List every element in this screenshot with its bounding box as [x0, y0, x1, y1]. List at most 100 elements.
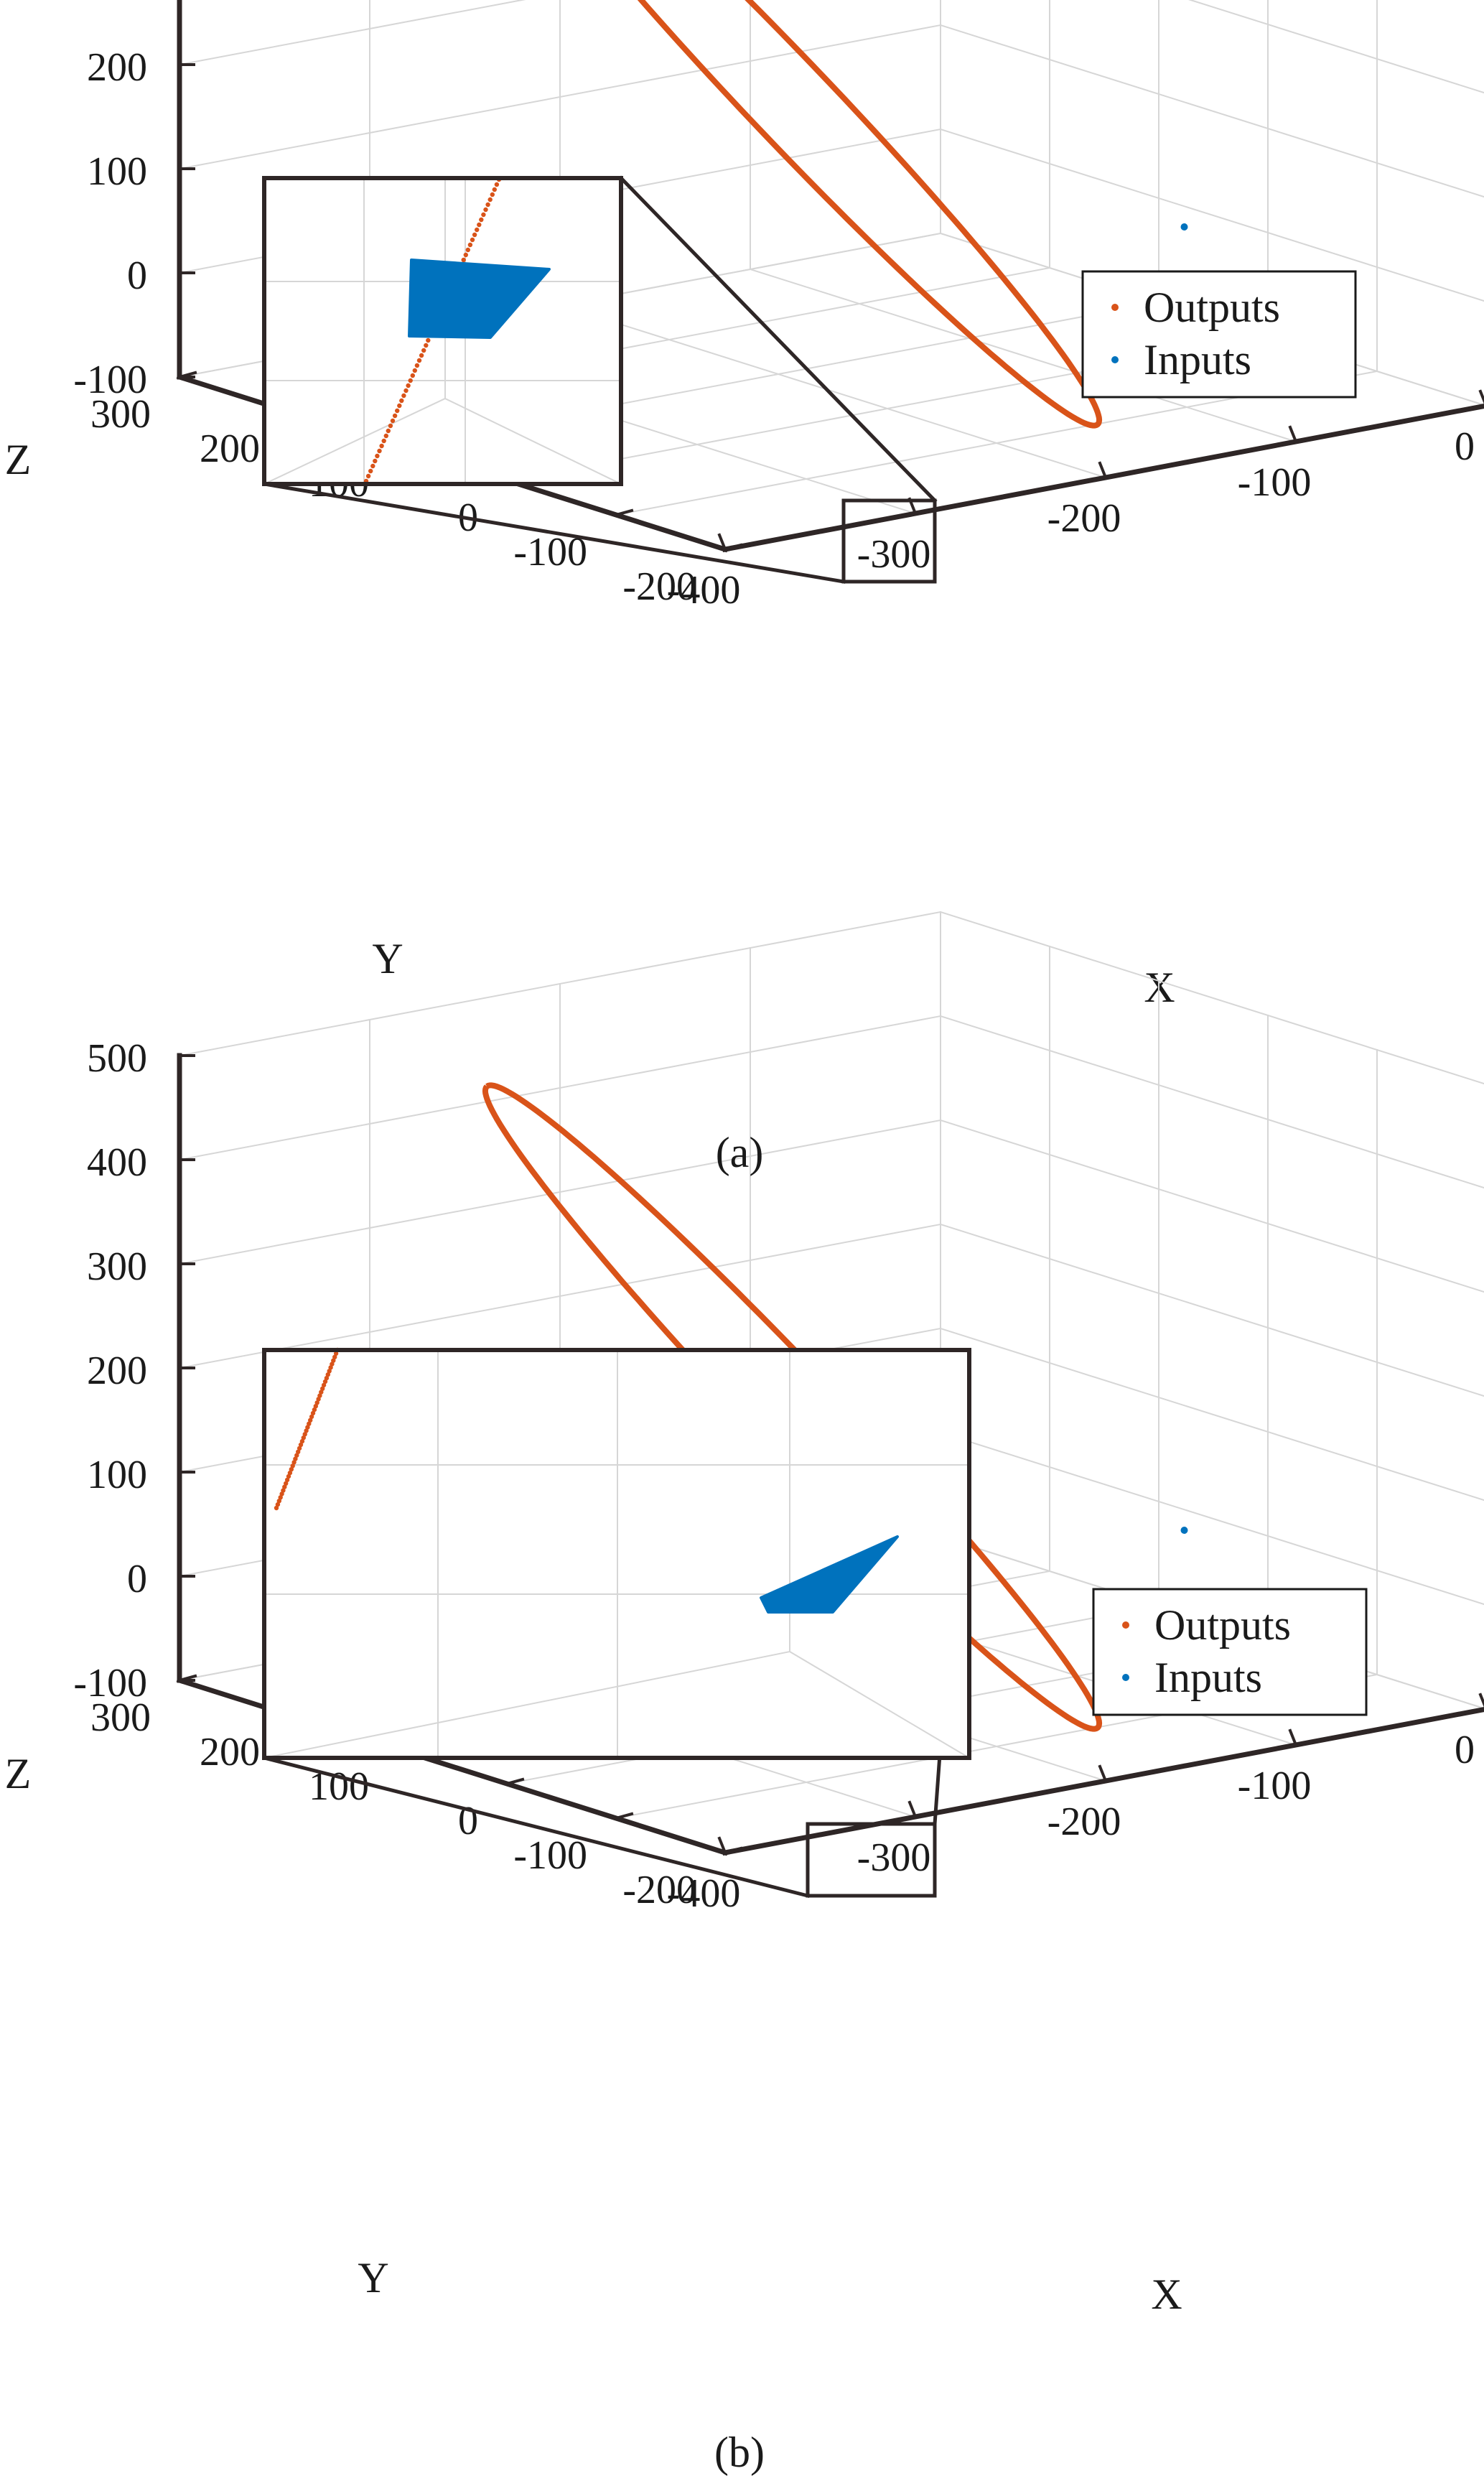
inset-output-dot	[278, 1495, 283, 1500]
inset-output-dot	[330, 1361, 335, 1367]
inset-output-dot	[395, 408, 400, 414]
legend-label-inputs: Inputs	[1144, 336, 1251, 383]
inset-output-dot	[312, 1407, 317, 1412]
x-tick-label: -300	[857, 1835, 931, 1880]
inset-output-dot	[401, 393, 406, 399]
x-tick-mark	[907, 1800, 918, 1819]
inset-output-dot	[424, 343, 429, 348]
z-tick-label: 500	[87, 1036, 147, 1081]
z-tick-label: 200	[87, 45, 147, 90]
inset-output-dot	[379, 443, 384, 449]
inset-output-dot	[310, 1410, 316, 1416]
grid-line-z	[939, 1015, 1484, 1189]
x-tick-label: -100	[1238, 460, 1312, 505]
y-tick-label: -200	[622, 1868, 696, 1912]
grid-line-z	[178, 24, 942, 170]
y-tick-mark	[723, 543, 743, 551]
inset-output-dot	[490, 192, 495, 197]
inset-output-dot	[388, 423, 393, 429]
grid-line-z	[939, 1223, 1484, 1397]
inset-output-dot	[463, 252, 468, 258]
x-tick-mark	[1098, 461, 1108, 480]
x-tick-label: -200	[1047, 496, 1121, 541]
inset-output-dot	[487, 197, 493, 203]
panel-a: -400-300-200-1000-200-1000100200300-1000…	[5, 0, 1484, 1011]
grid-line-z	[939, 1119, 1484, 1293]
z-tick-label: 200	[87, 1349, 147, 1393]
inset-output-dot	[308, 1418, 313, 1423]
legend-marker-outputs	[1122, 1621, 1129, 1629]
y-axis-label: Y	[358, 2254, 388, 2301]
grid-line-x	[559, 304, 1107, 479]
inset-output-dot	[299, 1438, 305, 1444]
y-tick-label: -200	[622, 564, 696, 609]
inset-inputs-patch	[760, 1535, 899, 1614]
grid-line-z	[178, 1119, 942, 1265]
legend-marker-inputs	[1122, 1674, 1129, 1681]
inset-output-dot	[416, 358, 422, 363]
inset-output-dot	[410, 373, 415, 378]
z-axis-label: Z	[5, 1750, 32, 1797]
inset-output-dot	[284, 1481, 289, 1486]
inset-output-dot	[392, 413, 398, 419]
tick-labels: -400-300-200-1000-200-1000100200300-1000…	[73, 1036, 1484, 1916]
inset-output-dot	[286, 1474, 291, 1479]
x-tick-label: -400	[667, 568, 741, 613]
x-tick-mark	[1288, 1728, 1298, 1747]
x-tick-mark	[717, 1836, 727, 1855]
x-tick-mark	[717, 533, 727, 551]
inset-grid-line	[263, 1650, 791, 1759]
inset-output-dot	[373, 458, 378, 464]
inset-output-dot	[276, 1499, 281, 1504]
tick-labels: -400-300-200-1000-200-1000100200300-1000…	[73, 45, 1484, 613]
z-tick-label: 300	[87, 1244, 147, 1289]
inset-output-dot	[426, 338, 431, 343]
inset-output-dot	[475, 227, 480, 233]
inset-output-dot	[328, 1365, 333, 1370]
inset-grid-line	[444, 397, 622, 485]
z-tick-label: 100	[87, 149, 147, 194]
inset-output-dot	[403, 388, 409, 394]
inset-output-dot	[477, 222, 482, 228]
y-tick-mark	[723, 1846, 743, 1855]
zoom-box	[841, 498, 937, 584]
inset-output-dot	[481, 212, 486, 218]
inset-output-dot	[317, 1393, 322, 1398]
inset-output-dot	[309, 1414, 314, 1420]
x-tick-mark	[1098, 1764, 1108, 1783]
legend-marker-outputs	[1111, 304, 1119, 311]
z-tick-label: 100	[87, 1453, 147, 1497]
y-tick-mark	[505, 1777, 525, 1786]
inset-output-dot	[284, 1477, 290, 1483]
inset-output-dot	[381, 438, 386, 444]
inset-grid-line	[263, 397, 447, 485]
inset-frame	[262, 1348, 971, 1760]
inset-output-dot	[301, 1435, 306, 1440]
inset-output-dot	[324, 1375, 330, 1381]
legend-box	[1081, 270, 1357, 399]
inset-inputs-patch	[408, 259, 551, 339]
caption-a: (a)	[716, 1129, 764, 1176]
x-tick-label: -100	[1238, 1764, 1312, 1808]
legend-marker-inputs	[1111, 356, 1119, 363]
outputs-ellipse	[637, 0, 1103, 429]
inset-output-dot	[275, 1502, 281, 1507]
y-tick-label: 200	[200, 427, 260, 471]
zoom-box	[806, 1822, 937, 1898]
inputs-point	[1180, 223, 1188, 231]
grid-line-z	[939, 24, 1484, 198]
inset-output-dot	[467, 242, 473, 248]
inset-output-dot	[461, 257, 466, 263]
inset-output-dot	[322, 1379, 328, 1384]
outputs-ellipse	[482, 1082, 1103, 1732]
inset-output-dot	[479, 217, 484, 223]
inset-output-dot	[298, 1442, 304, 1448]
inset-output-dot	[304, 1428, 309, 1433]
inset-output-dot	[368, 468, 373, 474]
inset-output-dot	[325, 1372, 330, 1377]
inset-output-dot	[332, 1354, 337, 1360]
inset-output-dot	[414, 363, 420, 368]
inset-output-dot	[492, 187, 497, 192]
inset-grid-line	[788, 1650, 971, 1759]
